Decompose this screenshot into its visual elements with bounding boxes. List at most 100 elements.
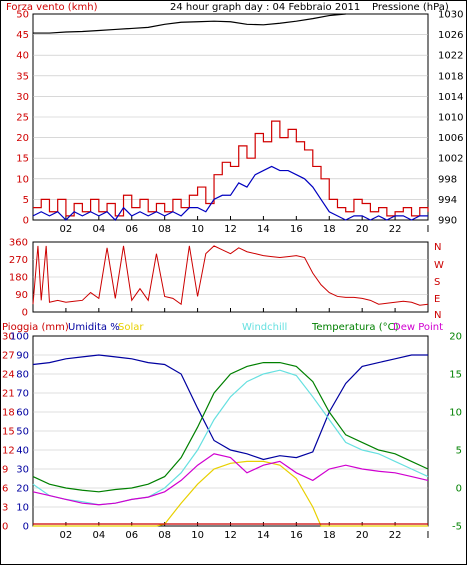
temperature-axis-label: Temperatura (°C) bbox=[311, 322, 399, 333]
bot-temp-tick-label: 0 bbox=[456, 484, 462, 495]
mid-left-tick-label: 90 bbox=[15, 290, 28, 301]
bot-temp-tick-label: 15 bbox=[449, 370, 462, 381]
bot-rain-tick-label: 15 bbox=[2, 427, 15, 438]
series-umidita- bbox=[32, 354, 428, 461]
top-left-tick-label: 25 bbox=[16, 113, 29, 124]
top-right-tick-label: 990 bbox=[438, 216, 457, 227]
bot-hum-tick-label: 10 bbox=[16, 503, 29, 514]
series-dew-point bbox=[32, 453, 429, 506]
series-pressione-hpa- bbox=[33, 13, 346, 34]
windchill-legend-label: Windchill bbox=[242, 322, 287, 333]
bot-hum-tick-label: 20 bbox=[16, 484, 29, 495]
bot-hum-tick-label: 60 bbox=[16, 408, 29, 419]
top-right-tick-label: 994 bbox=[438, 195, 457, 206]
series-solar bbox=[33, 460, 428, 527]
top-left-tick-label: 5 bbox=[23, 195, 29, 206]
bot-hum-tick-label: 30 bbox=[16, 465, 29, 476]
series-forza-vento-kmh- bbox=[33, 120, 429, 217]
top-left-tick-label: 0 bbox=[23, 216, 29, 227]
top-x-tick-label: 02 bbox=[60, 224, 73, 235]
mid-left-tick-label: 270 bbox=[9, 255, 28, 266]
bot-rain-tick-label: 18 bbox=[2, 408, 15, 419]
chart-title: 24 hour graph day : 04 Febbraio 2011 bbox=[170, 2, 360, 13]
top-x-tick-label: 22 bbox=[389, 224, 402, 235]
series-temperatura-c- bbox=[32, 362, 429, 493]
bot-rain-tick-label: 24 bbox=[2, 370, 15, 381]
top-left-tick-label: 45 bbox=[16, 30, 29, 41]
top-left-tick-label: 40 bbox=[16, 51, 29, 62]
pressure-axis-label: Pressione (hPa) bbox=[372, 2, 449, 13]
top-x-tick-label: 16 bbox=[290, 224, 303, 235]
bot-hum-tick-label: 80 bbox=[16, 370, 29, 381]
bot-temp-tick-label: 10 bbox=[449, 408, 462, 419]
top-x-tick-label: 14 bbox=[257, 224, 270, 235]
top-x-tick-label: 12 bbox=[224, 224, 237, 235]
top-x-tick-label: 18 bbox=[323, 224, 336, 235]
bot-rain-tick-label: 6 bbox=[2, 484, 8, 495]
rain-axis-label: Pioggia (mm) bbox=[2, 322, 69, 333]
bot-x-tick-label: 02 bbox=[60, 530, 73, 541]
direction-plot-layer: 0 90 180 270 360 bbox=[9, 238, 429, 319]
solar-legend-label: Solar bbox=[118, 322, 144, 333]
bot-temp-tick-label: 20 bbox=[449, 332, 462, 343]
bot-hum-tick-label: 40 bbox=[16, 446, 29, 457]
top-right-tick-label: 1006 bbox=[438, 133, 463, 144]
bot-x-tick-label: 22 bbox=[389, 530, 402, 541]
wind-axis-label: Forza vento (kmh) bbox=[6, 2, 98, 13]
series-wind-direction bbox=[32, 245, 429, 306]
top-left-tick-label: 10 bbox=[16, 174, 29, 185]
bot-hum-tick-label: 50 bbox=[16, 427, 29, 438]
top-x-tick-label: 08 bbox=[158, 224, 171, 235]
direction-s: S bbox=[434, 277, 440, 288]
top-x-tick-label: 10 bbox=[191, 224, 204, 235]
top-x-tick-label: 20 bbox=[356, 224, 369, 235]
top-plot-layer: 0510152025303540455099099499810021006101… bbox=[16, 10, 463, 236]
bot-x-tick-label: I bbox=[427, 530, 430, 541]
bot-x-tick-label: 12 bbox=[224, 530, 237, 541]
series-average-wind bbox=[32, 165, 428, 221]
top-left-tick-label: 50 bbox=[16, 10, 29, 21]
direction-e: E bbox=[434, 294, 440, 305]
bot-rain-tick-label: 30 bbox=[2, 332, 15, 343]
top-right-tick-label: 1026 bbox=[438, 30, 463, 41]
top-right-tick-label: 1014 bbox=[438, 92, 463, 103]
mid-left-tick-label: 0 bbox=[22, 308, 28, 319]
bot-x-tick-label: 06 bbox=[125, 530, 138, 541]
top-left-tick-label: 20 bbox=[16, 133, 29, 144]
bot-x-tick-label: 04 bbox=[92, 530, 105, 541]
top-x-tick-label: I bbox=[427, 224, 430, 235]
top-left-tick-label: 15 bbox=[16, 154, 29, 165]
bot-hum-tick-label: 90 bbox=[16, 351, 29, 362]
bot-rain-tick-label: 3 bbox=[2, 503, 8, 514]
bot-hum-tick-label: 0 bbox=[23, 522, 29, 533]
top-left-tick-label: 35 bbox=[16, 71, 29, 82]
bot-x-tick-label: 16 bbox=[290, 530, 303, 541]
top-left-tick-label: 30 bbox=[16, 92, 29, 103]
direction-n-top: N bbox=[434, 242, 441, 253]
dewpoint-legend-label: Dew Point bbox=[393, 322, 443, 333]
top-right-tick-label: 1022 bbox=[438, 51, 463, 62]
bot-x-tick-label: 14 bbox=[257, 530, 270, 541]
humidity-axis-label: Umidita % bbox=[68, 322, 120, 333]
bot-rain-tick-label: 21 bbox=[2, 389, 15, 400]
bot-rain-tick-label: 0 bbox=[2, 522, 8, 533]
bot-rain-tick-label: 12 bbox=[2, 446, 15, 457]
direction-w: W bbox=[434, 260, 444, 271]
top-right-tick-label: 1010 bbox=[438, 113, 463, 124]
bot-hum-tick-label: 100 bbox=[10, 332, 29, 343]
top-x-tick-label: 06 bbox=[125, 224, 138, 235]
direction-n-bottom: N bbox=[434, 310, 441, 321]
bot-temp-tick-label: 5 bbox=[456, 446, 462, 457]
top-right-tick-label: 1002 bbox=[438, 154, 463, 165]
top-right-tick-label: 1030 bbox=[438, 10, 463, 21]
bot-x-tick-label: 10 bbox=[191, 530, 204, 541]
bot-rain-tick-label: 27 bbox=[2, 351, 15, 362]
bot-x-tick-label: 18 bbox=[323, 530, 336, 541]
bot-rain-tick-label: 9 bbox=[2, 465, 8, 476]
mid-left-tick-label: 180 bbox=[9, 273, 28, 284]
bot-x-tick-label: 08 bbox=[158, 530, 171, 541]
top-right-tick-label: 998 bbox=[438, 174, 457, 185]
